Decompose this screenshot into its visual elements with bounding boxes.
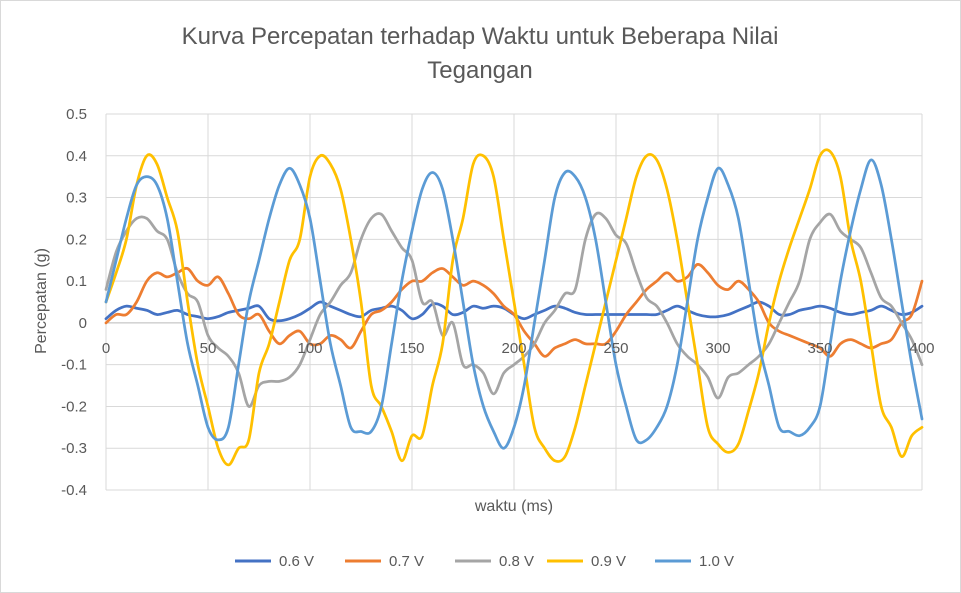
- y-tick-label: 0.2: [66, 231, 87, 248]
- legend-label: 0.9 V: [591, 553, 626, 570]
- y-tick-label: 0.5: [66, 106, 87, 123]
- y-tick-label: -0.3: [61, 440, 87, 457]
- x-tick-label: 50: [200, 340, 217, 357]
- x-tick-label: 200: [501, 340, 526, 357]
- x-axis-title: waktu (ms): [474, 498, 553, 515]
- series-line-4: [104, 158, 924, 450]
- x-tick-label: 350: [807, 340, 832, 357]
- legend-label: 0.8 V: [499, 553, 534, 570]
- y-tick-label: 0.3: [66, 190, 87, 207]
- chart-title: Kurva Percepatan terhadap Waktu untuk Be…: [130, 20, 830, 88]
- legend-label: 0.7 V: [389, 553, 424, 570]
- x-tick-label: 0: [102, 340, 110, 357]
- y-tick-label: -0.2: [61, 398, 87, 415]
- y-tick-label: 0.1: [66, 273, 87, 290]
- tick-labels: -0.4 -0.3 -0.2 -0.1 0 0.1 0.2 0.3 0.4 0.5 0 50 100 15…: [61, 106, 934, 499]
- x-tick-label: 150: [399, 340, 424, 357]
- chart-title-line-1: Kurva Percepatan terhadap Waktu untuk Be…: [181, 23, 779, 50]
- series-lines: [104, 148, 924, 467]
- y-tick-label: 0.4: [66, 148, 87, 165]
- x-tick-label: 400: [909, 340, 934, 357]
- x-tick-label: 100: [297, 340, 322, 357]
- legend-item: 0.7 V: [345, 553, 424, 570]
- legend-item: 0.8 V: [455, 553, 534, 570]
- legend: 0.6 V 0.7 V 0.8 V 0.9 V 1.0 V: [235, 553, 734, 570]
- x-tick-label: 250: [603, 340, 628, 357]
- legend-item: 1.0 V: [655, 553, 734, 570]
- x-tick-label: 300: [705, 340, 730, 357]
- legend-label: 0.6 V: [279, 553, 314, 570]
- series-line-3: [104, 148, 924, 467]
- legend-item: 0.6 V: [235, 553, 314, 570]
- y-tick-label: -0.1: [61, 357, 87, 374]
- series-line-1: [104, 263, 924, 358]
- y-tick-label: 0: [79, 315, 87, 332]
- legend-label: 1.0 V: [699, 553, 734, 570]
- legend-item: 0.9 V: [547, 553, 626, 570]
- y-tick-label: -0.4: [61, 482, 87, 499]
- series-line-2: [104, 211, 924, 408]
- chart-title-line-2: Tegangan: [427, 57, 533, 84]
- y-axis-title: Percepatan (g): [33, 248, 50, 354]
